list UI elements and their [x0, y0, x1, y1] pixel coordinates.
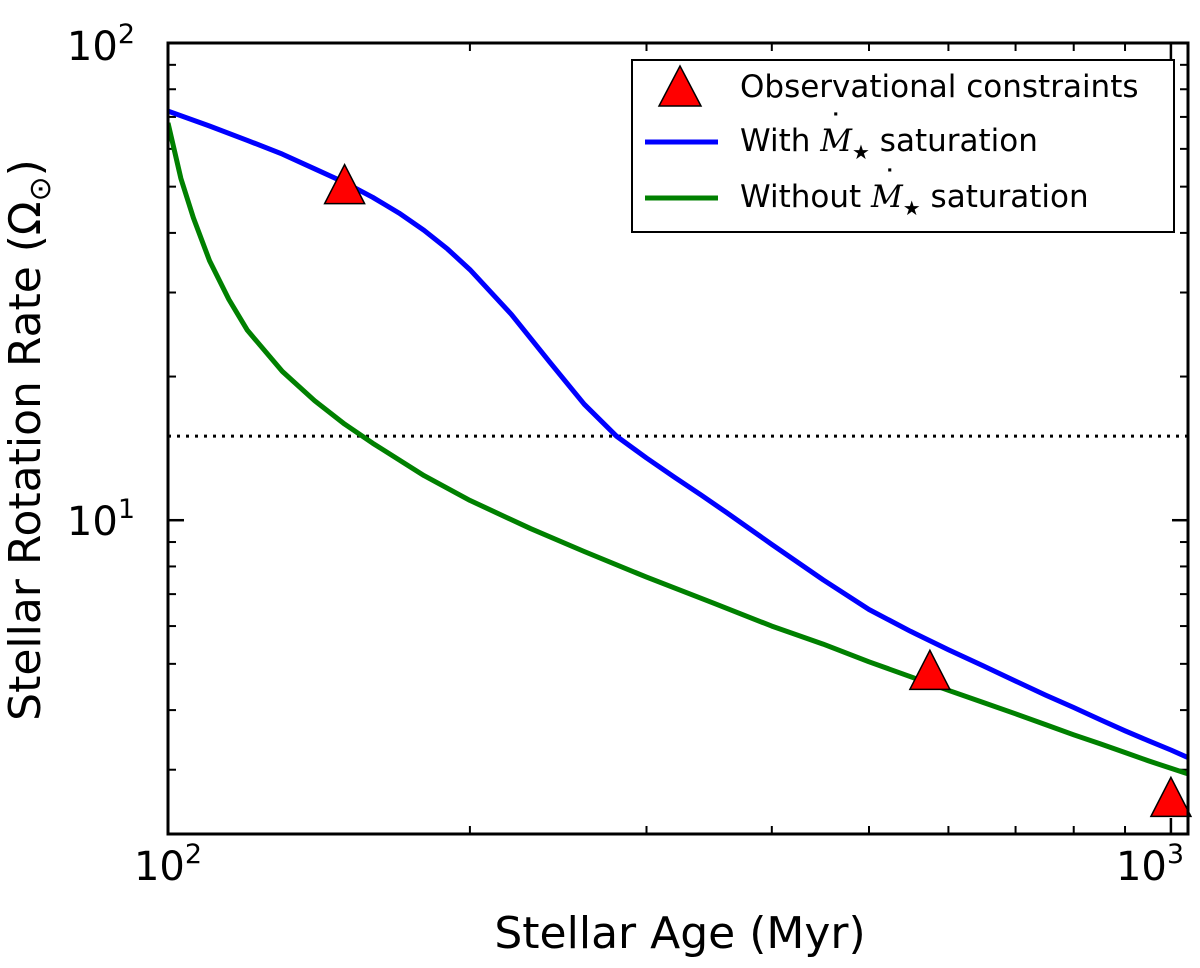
y-axis-label: Stellar Rotation Rate (Ω⊙)	[0, 159, 58, 721]
observational-points	[323, 163, 1193, 818]
y-tick-label: 101	[67, 494, 135, 545]
observation-point	[323, 163, 366, 205]
legend-label-without-saturation: Without M★ saturation	[740, 179, 1089, 220]
series-without-saturation-line	[168, 122, 1188, 777]
plot-frame	[166, 41, 1190, 836]
legend-label-observations: Observational constraints	[740, 69, 1139, 105]
x-tick-label: 102	[134, 839, 202, 890]
y-tick-label: 102	[67, 19, 135, 70]
legend-triangle-marker	[657, 64, 703, 107]
observation-point	[908, 648, 952, 691]
legend: Observational constraints With M★ satura…	[631, 59, 1175, 233]
legend-box	[631, 59, 1175, 233]
observation-point	[1149, 775, 1193, 818]
legend-mdot-dot: ˙	[882, 164, 898, 200]
series-with-saturation-line	[168, 108, 1188, 760]
x-axis-label: Stellar Age (Myr)	[494, 908, 865, 959]
x-tick-label: 103	[1116, 839, 1184, 890]
legend-mdot-dot: ˙	[828, 108, 844, 144]
legend-label-with-saturation: With M★ saturation	[740, 123, 1038, 164]
major-ticks	[166, 41, 1188, 834]
